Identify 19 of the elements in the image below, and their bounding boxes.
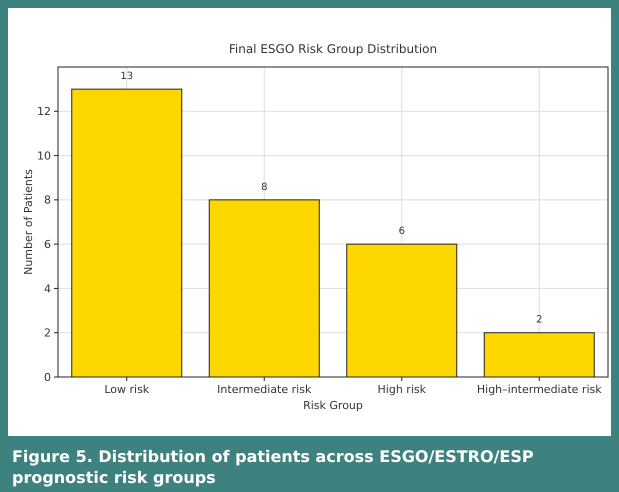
y-tick-label: 2 — [44, 326, 51, 340]
x-tick-label: High–intermediate risk — [476, 383, 602, 396]
x-tick-label: Low risk — [104, 383, 150, 396]
y-tick-label: 10 — [37, 149, 51, 162]
data-label: 2 — [536, 314, 542, 326]
y-tick-label: 6 — [44, 238, 51, 251]
y-axis-title: Number of Patients — [22, 168, 35, 275]
y-tick-label: 8 — [44, 194, 51, 207]
data-label: 13 — [120, 71, 134, 82]
data-label: 6 — [398, 226, 405, 238]
caption: Figure 5. Distribution of patients across ESGO/ESTRO/ESP prognostic risk groups — [12, 447, 534, 487]
x-tick-label: Intermediate risk — [217, 383, 312, 396]
chart-title: Final ESGO Risk Group Distribution — [228, 42, 438, 56]
data-label: 8 — [261, 182, 268, 193]
x-axis-title: Risk Group — [303, 399, 363, 412]
y-tick-label: 12 — [37, 105, 51, 118]
y-tick-label: 4 — [44, 282, 51, 296]
y-tick-label: 0 — [44, 370, 51, 384]
x-tick-label: High risk — [378, 383, 427, 396]
